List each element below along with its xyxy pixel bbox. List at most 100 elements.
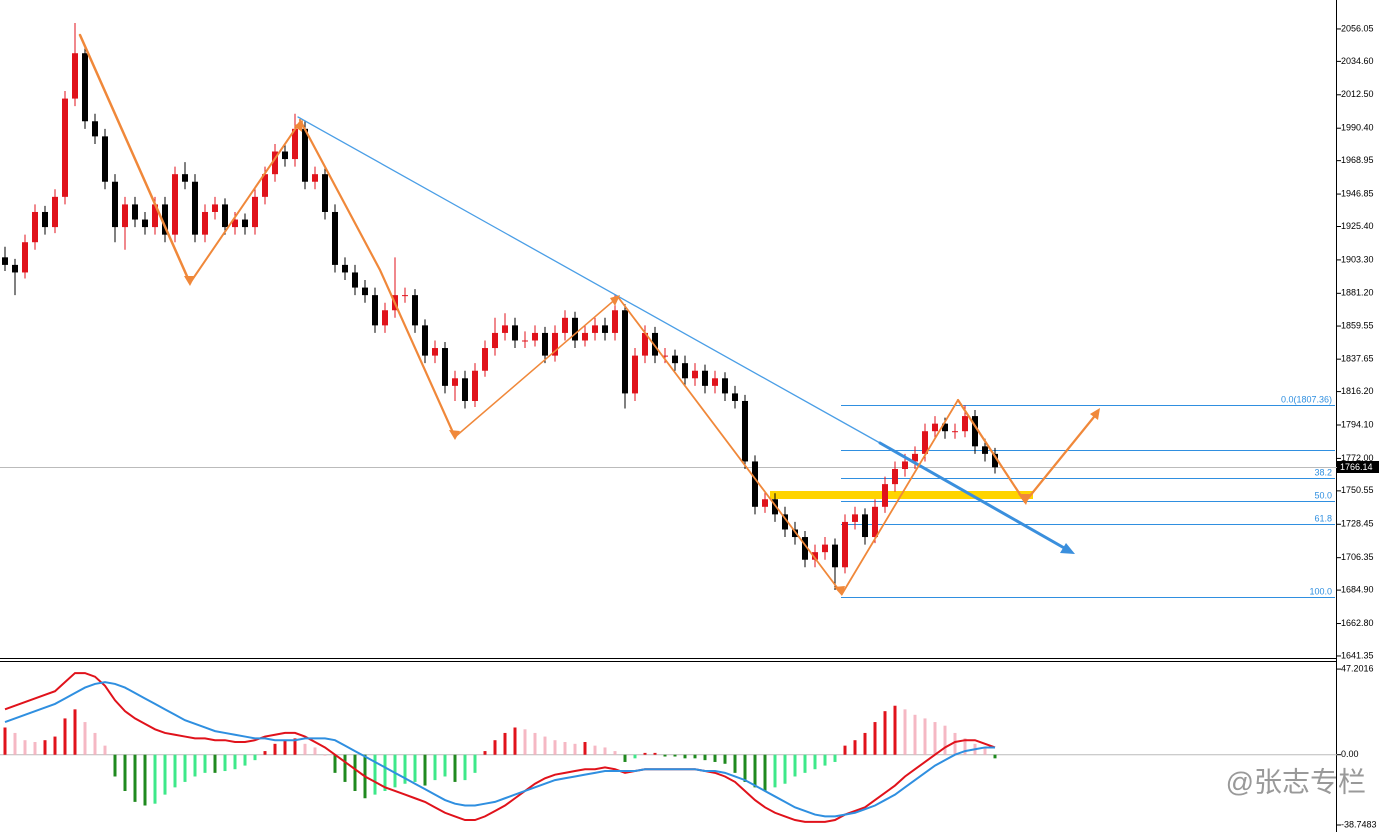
histogram-bar bbox=[573, 743, 577, 755]
histogram-bar bbox=[133, 754, 137, 802]
candle-body bbox=[322, 174, 328, 212]
histogram-bar bbox=[343, 754, 347, 782]
macd-line bbox=[4, 681, 995, 818]
candle-body bbox=[422, 325, 428, 356]
candle-body bbox=[182, 174, 188, 182]
macd-line bbox=[4, 672, 996, 823]
candle-body bbox=[432, 348, 438, 356]
y-tick-label: 1881.20 bbox=[1341, 288, 1374, 298]
histogram-bar bbox=[503, 732, 507, 755]
candle-body bbox=[172, 174, 178, 235]
histogram-bar bbox=[43, 740, 47, 755]
watermark: @张志专栏 bbox=[1226, 766, 1366, 797]
histogram-bar bbox=[923, 718, 927, 755]
candle-body bbox=[712, 378, 718, 386]
histogram-bar bbox=[113, 754, 117, 777]
candle-body bbox=[242, 219, 248, 228]
candle-body bbox=[222, 204, 228, 228]
arrow-head bbox=[834, 586, 845, 596]
current-price-box bbox=[1337, 461, 1379, 473]
y-tick-label: 0.00 bbox=[1341, 749, 1359, 759]
candle-body bbox=[622, 310, 628, 394]
candle-body bbox=[262, 174, 268, 197]
histogram-bar bbox=[403, 754, 407, 784]
candle-body bbox=[502, 325, 508, 333]
candle-body bbox=[742, 400, 748, 462]
candle-body bbox=[652, 332, 658, 356]
candle-body bbox=[942, 423, 948, 432]
wave-arrow bbox=[617, 296, 843, 595]
histogram-bar bbox=[833, 754, 837, 762]
current-price-label: 1766.14 bbox=[1340, 462, 1373, 472]
fib-label: 0.0(1807.36) bbox=[1281, 394, 1332, 404]
histogram-bar bbox=[683, 754, 687, 759]
histogram-bar bbox=[673, 754, 677, 757]
histogram-bar bbox=[353, 754, 357, 791]
y-tick-label: 1837.65 bbox=[1341, 354, 1374, 364]
candle-body bbox=[482, 348, 488, 371]
histogram-bar bbox=[453, 754, 457, 782]
histogram-bar bbox=[863, 732, 867, 755]
histogram-bar bbox=[313, 747, 317, 755]
arrow-head bbox=[1018, 494, 1030, 505]
histogram-bar bbox=[783, 754, 787, 784]
candle-body bbox=[722, 378, 728, 394]
histogram-bar bbox=[873, 722, 877, 755]
histogram-bar bbox=[83, 722, 87, 755]
histogram-bar bbox=[393, 754, 397, 788]
fib-labels: 0.0(1807.36) 38.2 50.0 61.8 100.0 bbox=[1281, 394, 1332, 596]
y-tick-label: 1772.00 bbox=[1341, 453, 1374, 463]
histogram-bar bbox=[883, 711, 887, 755]
histogram-bar bbox=[33, 742, 37, 755]
candle-body bbox=[922, 431, 928, 454]
candle-body bbox=[602, 325, 608, 333]
arrow-head bbox=[1060, 543, 1075, 554]
candle-body bbox=[582, 332, 588, 341]
histogram-bar bbox=[943, 725, 947, 755]
y-tick-label: 47.2016 bbox=[1341, 663, 1374, 673]
histogram-bar bbox=[633, 754, 637, 759]
histogram-bar bbox=[203, 754, 207, 773]
candle-body bbox=[902, 461, 908, 470]
candle-body bbox=[952, 431, 958, 433]
histogram-bar bbox=[413, 754, 417, 782]
candle-body bbox=[852, 514, 858, 522]
candle-body bbox=[662, 355, 668, 357]
trendline bbox=[878, 441, 1068, 551]
histogram-bar bbox=[153, 754, 157, 804]
candle-body bbox=[592, 325, 598, 333]
candle-body bbox=[612, 310, 618, 333]
y-tick-label: 1968.95 bbox=[1341, 155, 1374, 165]
histogram-bar bbox=[323, 754, 327, 756]
candle-body bbox=[302, 128, 308, 182]
histogram-bar bbox=[493, 740, 497, 755]
histogram-bar bbox=[613, 751, 617, 755]
fib-label: 61.8 bbox=[1314, 513, 1332, 523]
trendline bbox=[297, 116, 881, 444]
histogram-bar bbox=[223, 754, 227, 772]
y-tick-label: 1946.85 bbox=[1341, 188, 1374, 198]
candle-body bbox=[872, 506, 878, 538]
candle-body bbox=[122, 204, 128, 228]
candle-body bbox=[272, 151, 278, 175]
candle-body bbox=[782, 514, 788, 530]
histogram-bar bbox=[643, 752, 647, 755]
histogram-bar bbox=[563, 742, 567, 755]
histogram-bar bbox=[603, 747, 607, 755]
candle-body bbox=[42, 211, 48, 228]
histogram-bar bbox=[593, 745, 597, 755]
histogram-bar bbox=[753, 754, 757, 788]
candle-body bbox=[442, 348, 448, 386]
histogram-bar bbox=[743, 754, 747, 782]
candle-body bbox=[792, 529, 798, 538]
histogram-bar bbox=[3, 727, 7, 755]
histogram-bar bbox=[993, 754, 997, 759]
arrow-head bbox=[1090, 408, 1100, 420]
candle-body bbox=[292, 128, 298, 160]
candle-body bbox=[22, 242, 28, 273]
candle-body bbox=[682, 363, 688, 379]
wave-arrow bbox=[1023, 410, 1100, 504]
candle-body bbox=[462, 378, 468, 401]
candle-body bbox=[92, 121, 98, 137]
candle-body bbox=[732, 393, 738, 401]
